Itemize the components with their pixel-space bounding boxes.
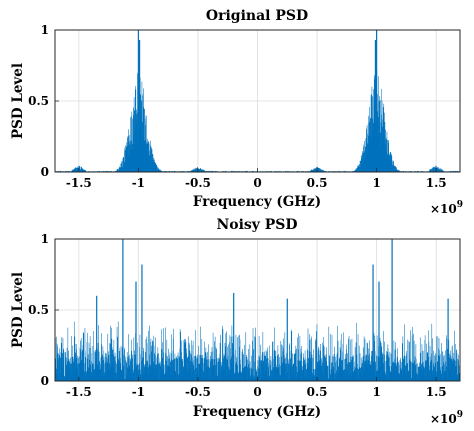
y-axis-label: PSD Level xyxy=(10,272,26,348)
x-axis-label: Frequency (GHz) xyxy=(193,194,321,210)
x-multiplier: ×109 xyxy=(430,200,463,216)
y-tick-label: 1 xyxy=(41,23,49,37)
x-tick-labels: -1.5 -1 -0.5 0 0.5 1 1.5 xyxy=(66,168,447,190)
x-axis-label: Frequency (GHz) xyxy=(193,404,321,420)
x-tick-label: -1 xyxy=(132,176,145,190)
chart-title: Noisy PSD xyxy=(216,217,297,233)
x-multiplier-exponent: 9 xyxy=(457,200,463,210)
x-multiplier-base: ×10 xyxy=(430,412,457,426)
y-tick-label: 0.5 xyxy=(28,303,49,317)
x-tick-label: 1 xyxy=(372,385,380,399)
x-tick-label: 1.5 xyxy=(426,176,447,190)
chart-noisy-psd: Noisy PSD -1.5 -1 -0.5 0 0.5 1 1.5 00.51 Frequ… xyxy=(10,217,463,426)
x-multiplier-exponent: 9 xyxy=(457,410,463,420)
x-tick-label: 0 xyxy=(253,176,261,190)
x-tick-labels: -1.5 -1 -0.5 0 0.5 1 1.5 xyxy=(66,377,447,399)
y-tick-label: 0 xyxy=(41,374,49,388)
x-tick-label: -0.5 xyxy=(185,385,211,399)
y-axis-label: PSD Level xyxy=(10,63,26,139)
y-tick-label: 1 xyxy=(41,232,49,246)
y-tick-labels: 00.51 xyxy=(28,232,59,388)
y-tick-label: 0 xyxy=(41,165,49,179)
x-tick-label: -1 xyxy=(132,385,145,399)
x-multiplier: ×109 xyxy=(430,410,463,426)
y-tick-labels: 00.51 xyxy=(28,23,59,179)
x-tick-label: -1.5 xyxy=(66,385,92,399)
x-tick-label: 0 xyxy=(253,385,261,399)
x-multiplier-base: ×10 xyxy=(430,202,457,216)
chart-original-psd: Original PSD -1.5 -1 -0.5 0 0.5 1 1.5 00.51 Fr… xyxy=(10,8,463,216)
x-tick-label: -0.5 xyxy=(185,176,211,190)
chart-title: Original PSD xyxy=(206,8,308,24)
y-tick-label: 0.5 xyxy=(28,94,49,108)
x-tick-label: 1.5 xyxy=(426,385,447,399)
x-tick-label: 1 xyxy=(372,176,380,190)
x-tick-label: -1.5 xyxy=(66,176,92,190)
x-tick-label: 0.5 xyxy=(307,176,328,190)
x-tick-label: 0.5 xyxy=(307,385,328,399)
